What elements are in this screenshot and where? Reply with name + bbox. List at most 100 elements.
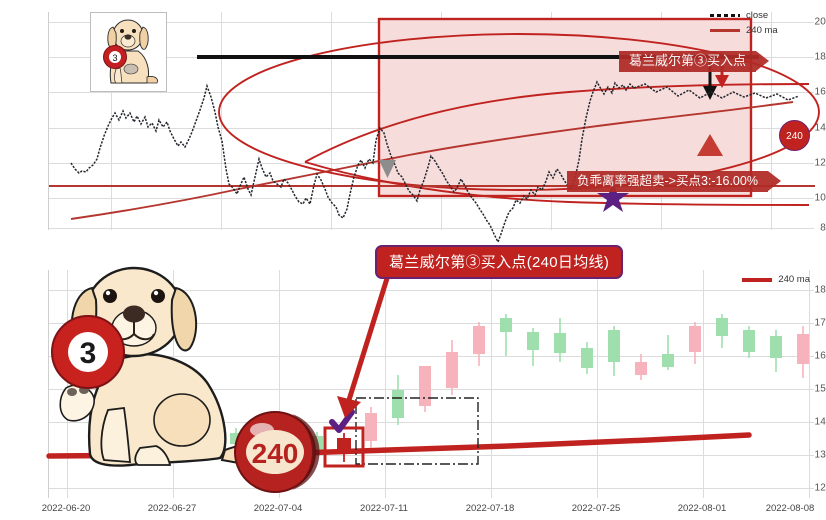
bot-ytick: 15 bbox=[814, 383, 826, 395]
signal-red-arrowhead bbox=[715, 75, 729, 88]
dog-icon: 3 240 bbox=[51, 266, 320, 493]
xtick: 2022-07-18 bbox=[465, 503, 515, 514]
ellipse-annotation bbox=[218, 33, 820, 191]
gridline-v bbox=[771, 12, 772, 230]
candle-down bbox=[797, 334, 809, 364]
legend-row-close[interactable]: close bbox=[710, 8, 810, 23]
candle-down bbox=[419, 366, 431, 406]
candle-down bbox=[365, 413, 377, 441]
candle-up bbox=[554, 333, 566, 353]
dog-icon: 3 bbox=[103, 19, 158, 84]
bot-ytick: 14 bbox=[814, 416, 826, 428]
xtick: 2022-06-27 bbox=[147, 503, 197, 514]
gridline-h bbox=[49, 323, 814, 324]
candle-up bbox=[392, 390, 404, 418]
callout-buy-point[interactable]: 葛兰威尔第③买入点 bbox=[619, 51, 770, 72]
candle-down bbox=[473, 326, 485, 354]
ball-three-label: 3 bbox=[80, 337, 97, 370]
candle-up bbox=[581, 348, 593, 368]
top-ytick: 18 bbox=[814, 51, 826, 63]
gridline-v bbox=[703, 270, 704, 498]
candle-down bbox=[446, 352, 458, 388]
bot-ytick: 13 bbox=[814, 449, 826, 461]
legend-label: 240 ma bbox=[746, 25, 778, 36]
highlight-region bbox=[377, 17, 753, 198]
xtick: 2022-08-08 bbox=[765, 503, 815, 514]
bot-ytick: 16 bbox=[814, 350, 826, 362]
legend-label: close bbox=[746, 10, 769, 21]
ball-three-label: 3 bbox=[112, 53, 117, 63]
gridline-h bbox=[49, 389, 814, 390]
pointer-arrow-shaft bbox=[346, 271, 392, 401]
bot-ytick: 17 bbox=[814, 317, 826, 329]
dotted-line-key bbox=[710, 14, 740, 17]
candle-up bbox=[662, 354, 674, 367]
candle-down bbox=[635, 362, 647, 375]
band-lower bbox=[304, 161, 810, 206]
candle-up bbox=[743, 330, 755, 352]
bottom-legend: 240 ma bbox=[742, 272, 810, 287]
xtick: 2022-06-20 bbox=[41, 503, 91, 514]
band-upper bbox=[304, 83, 810, 163]
pointer-arrow-head bbox=[337, 396, 361, 418]
gridline-h bbox=[49, 228, 814, 229]
candle-up bbox=[770, 336, 782, 358]
top-ytick: 10 bbox=[814, 192, 826, 204]
candle-down bbox=[689, 326, 701, 352]
signal-drop-arrowhead bbox=[703, 86, 717, 100]
top-ytick: 16 bbox=[814, 86, 826, 98]
callout-bias-oversold[interactable]: 负乖离率强超卖->买点3:-16.00% bbox=[567, 171, 781, 192]
gridline-v bbox=[279, 270, 280, 498]
gridline-h bbox=[49, 356, 814, 357]
xtick: 2022-08-01 bbox=[677, 503, 727, 514]
legend-row-ma[interactable]: 240 ma bbox=[710, 23, 810, 38]
gridline-v bbox=[331, 12, 332, 230]
candle-up bbox=[608, 330, 620, 362]
top-plot-area[interactable]: close 240 ma bbox=[48, 10, 820, 244]
gridline-h bbox=[49, 422, 814, 423]
bottom-chart-title: 葛兰威尔第③买入点(240日均线) bbox=[375, 245, 624, 279]
gridline-v bbox=[809, 270, 810, 498]
mascot-dog: 3 240 bbox=[30, 262, 320, 493]
gridline-h bbox=[49, 198, 814, 199]
triangle-down-marker bbox=[379, 160, 396, 178]
gridline-v bbox=[597, 270, 598, 498]
xtick: 2022-07-11 bbox=[360, 503, 408, 514]
ma240-line bbox=[70, 101, 794, 220]
candle-up bbox=[527, 332, 539, 350]
mascot-inset: 3 bbox=[90, 12, 167, 92]
xtick: 2022-07-04 bbox=[253, 503, 303, 514]
gridline-h bbox=[49, 290, 814, 291]
gridline-v bbox=[67, 270, 68, 498]
check-icon bbox=[329, 409, 355, 433]
gridline-h bbox=[49, 455, 814, 456]
candle-up bbox=[230, 433, 242, 444]
bot-ytick: 12 bbox=[814, 482, 826, 494]
top-ytick: 20 bbox=[814, 16, 826, 28]
gridline-h bbox=[49, 488, 814, 489]
triangle-up-marker bbox=[697, 134, 723, 156]
bottom-chart-panel: 18 17 16 15 14 13 12 bbox=[0, 245, 826, 520]
top-chart-panel: 20 18 16 14 12 10 8 bbox=[0, 0, 826, 245]
top-ytick: 8 bbox=[820, 222, 826, 234]
top-chart-svg bbox=[49, 17, 820, 244]
candle-up bbox=[716, 318, 728, 336]
gridline-v bbox=[111, 12, 112, 230]
bot-ytick: 18 bbox=[814, 284, 826, 296]
legend-label: 240 ma bbox=[778, 274, 810, 285]
star-marker bbox=[597, 182, 629, 212]
close-series bbox=[70, 80, 635, 244]
gridline-v bbox=[385, 270, 386, 498]
top-legend: close 240 ma bbox=[710, 8, 810, 38]
top-ytick: 12 bbox=[814, 157, 826, 169]
xtick: 2022-07-25 bbox=[571, 503, 621, 514]
zoom-region-rect bbox=[355, 397, 479, 465]
candle-up bbox=[500, 318, 512, 332]
gridline-v bbox=[491, 270, 492, 498]
ma240-badge[interactable]: 240 bbox=[779, 120, 810, 151]
solid-line-key bbox=[710, 29, 740, 32]
top-ytick: 14 bbox=[814, 122, 826, 134]
legend-row-ma[interactable]: 240 ma bbox=[742, 272, 810, 287]
solid-line-key bbox=[742, 277, 773, 282]
ball-240-label: 240 bbox=[252, 438, 299, 469]
